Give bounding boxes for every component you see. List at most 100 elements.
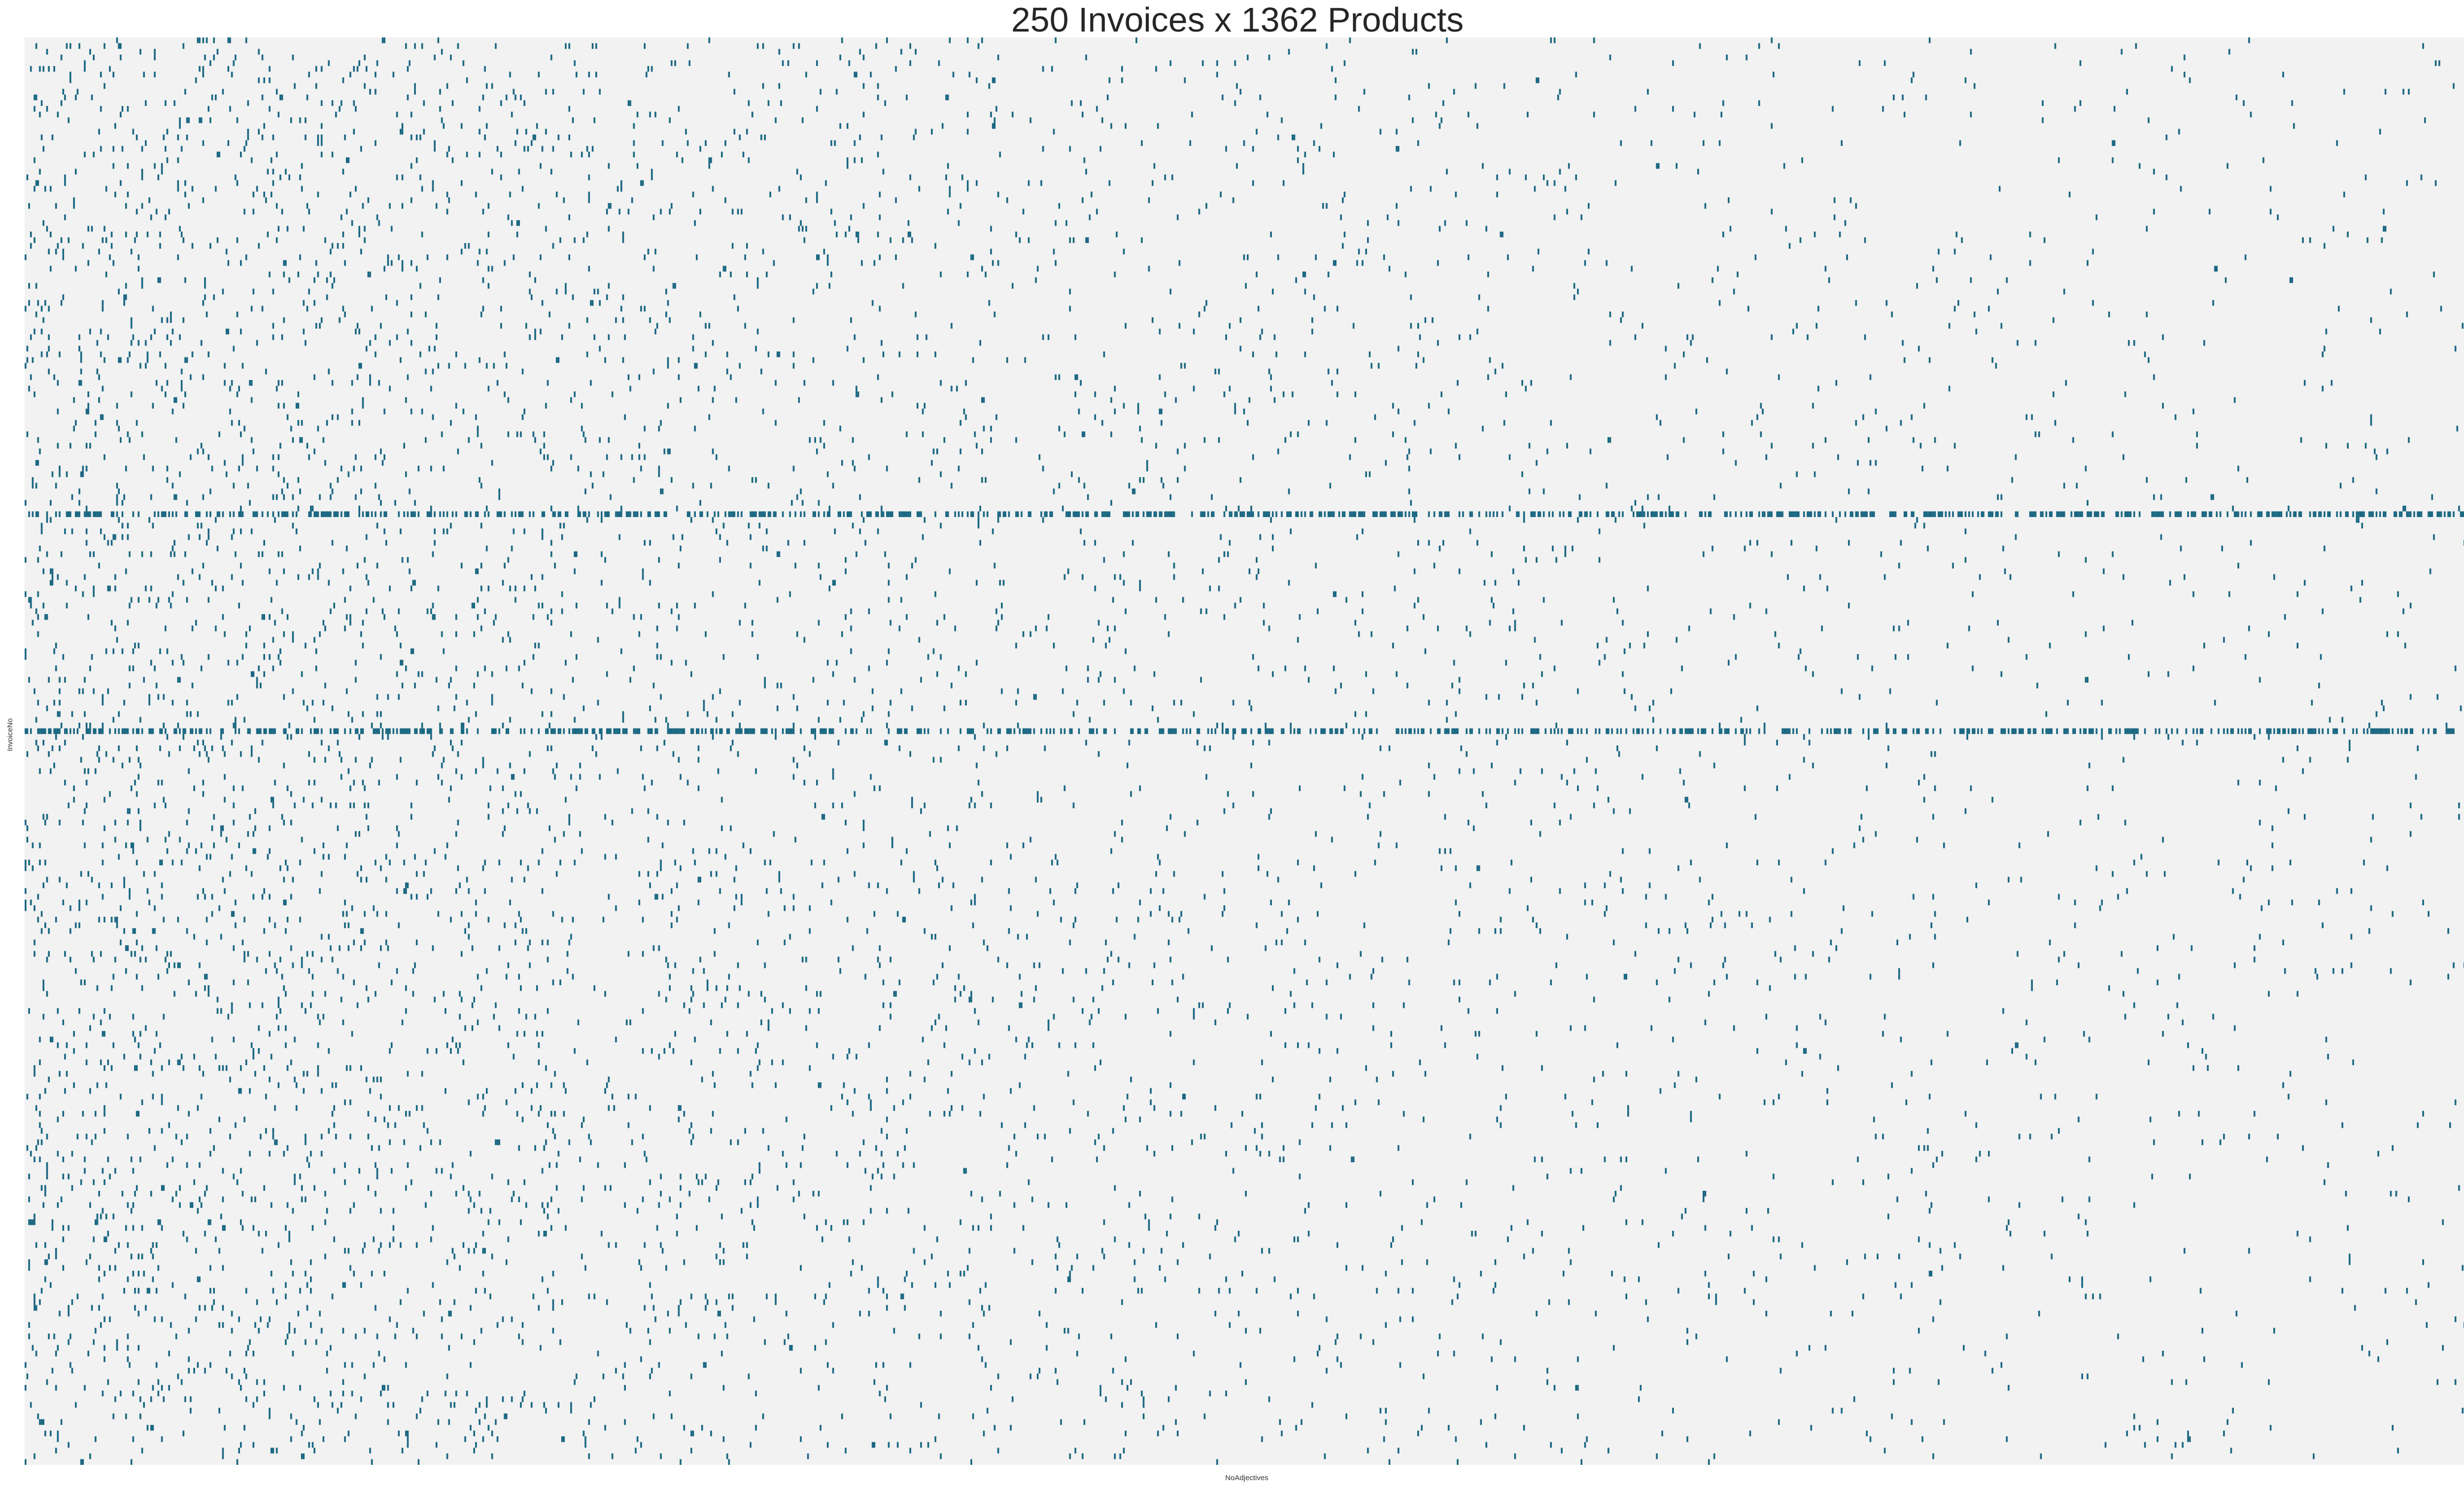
heatmap-cell xyxy=(475,414,477,420)
heatmap-cell xyxy=(1227,728,1229,734)
heatmap-cell xyxy=(716,454,718,460)
heatmap-cell xyxy=(2324,511,2326,518)
heatmap-cell xyxy=(983,511,985,518)
heatmap-cell xyxy=(590,471,592,477)
heatmap-cell xyxy=(398,511,400,518)
heatmap-cell xyxy=(1778,374,1780,381)
heatmap-cell xyxy=(1559,89,1561,95)
heatmap-cell xyxy=(84,511,86,518)
heatmap-cell xyxy=(277,471,280,477)
heatmap-cell xyxy=(886,723,888,728)
heatmap-cell xyxy=(1159,728,1161,734)
heatmap-cell xyxy=(209,117,211,123)
heatmap-cell xyxy=(990,437,992,443)
heatmap-cell xyxy=(635,511,637,518)
heatmap-cell xyxy=(460,774,463,780)
heatmap-cell xyxy=(579,511,581,518)
heatmap-cell xyxy=(538,203,540,209)
heatmap-cell xyxy=(256,682,258,689)
heatmap-cell xyxy=(604,814,606,820)
heatmap-cell xyxy=(1130,791,1132,797)
heatmap-cell xyxy=(1514,625,1516,631)
heatmap-cell xyxy=(620,306,622,312)
heatmap-cell xyxy=(28,511,30,518)
heatmap-cell xyxy=(107,540,109,546)
heatmap-cell xyxy=(529,808,531,814)
heatmap-cell xyxy=(93,586,95,591)
heatmap-cell xyxy=(820,574,821,580)
heatmap-cell xyxy=(441,728,443,734)
heatmap-cell xyxy=(1046,511,1048,518)
heatmap-cell xyxy=(1858,825,1861,832)
heatmap-cell xyxy=(1934,511,1936,518)
heatmap-cell xyxy=(2070,511,2073,518)
heatmap-cell xyxy=(216,545,219,552)
heatmap-cell xyxy=(1496,739,1498,746)
heatmap-cell xyxy=(916,728,919,734)
heatmap-cell xyxy=(2192,665,2194,671)
heatmap-cell xyxy=(337,414,339,420)
heatmap-cell xyxy=(803,540,806,546)
heatmap-cell xyxy=(1503,420,1506,426)
heatmap-cell xyxy=(40,100,43,106)
heatmap-cell xyxy=(1036,266,1039,272)
heatmap-cell xyxy=(1527,111,1529,118)
heatmap-cell xyxy=(235,723,237,728)
heatmap-cell xyxy=(1209,586,1211,591)
heatmap-cell xyxy=(2090,511,2092,518)
heatmap-cell xyxy=(563,831,565,837)
heatmap-cell xyxy=(89,551,91,557)
heatmap-cell xyxy=(888,711,890,717)
heatmap-cell xyxy=(313,449,315,454)
heatmap-cell xyxy=(2386,631,2389,637)
heatmap-cell xyxy=(1327,511,1330,518)
heatmap-cell xyxy=(277,380,280,386)
heatmap-cell xyxy=(2158,728,2160,734)
heatmap-cell xyxy=(227,37,230,43)
heatmap-cell xyxy=(2097,814,2099,820)
heatmap-cell xyxy=(2462,323,2464,329)
heatmap-cell xyxy=(245,254,247,260)
heatmap-cell xyxy=(2449,511,2451,518)
heatmap-cell xyxy=(502,831,504,837)
heatmap-cell xyxy=(2453,511,2455,518)
heatmap-cell xyxy=(1131,540,1134,546)
heatmap-cell xyxy=(100,528,102,534)
heatmap-cell xyxy=(412,580,414,586)
heatmap-cell xyxy=(482,757,484,763)
heatmap-cell xyxy=(541,534,544,540)
heatmap-cell xyxy=(2347,231,2349,238)
heatmap-cell xyxy=(1701,511,1703,518)
heatmap-cell xyxy=(432,602,434,609)
heatmap-cell xyxy=(171,659,174,666)
heatmap-cell xyxy=(1345,597,1347,603)
heatmap-cell xyxy=(322,699,325,706)
heatmap-cell xyxy=(2402,608,2404,614)
heatmap-cell xyxy=(1869,511,1872,518)
heatmap-cell xyxy=(179,677,181,683)
heatmap-cell xyxy=(873,785,876,792)
heatmap-cell xyxy=(530,294,533,300)
heatmap-cell xyxy=(195,511,197,518)
heatmap-cell xyxy=(961,174,963,180)
heatmap-cell xyxy=(1894,728,1897,734)
heatmap-cell xyxy=(1207,728,1209,734)
heatmap-cell xyxy=(1514,779,1516,786)
heatmap-cell xyxy=(915,129,917,135)
heatmap-cell xyxy=(660,860,662,866)
heatmap-cell xyxy=(121,500,124,506)
heatmap-cell xyxy=(40,522,43,529)
heatmap-cell xyxy=(426,511,429,518)
heatmap-cell xyxy=(139,717,141,723)
heatmap-cell xyxy=(2298,728,2300,734)
heatmap-cell xyxy=(1197,728,1198,734)
heatmap-cell xyxy=(1638,511,1640,518)
heatmap-cell xyxy=(1379,831,1382,837)
heatmap-cell xyxy=(1607,511,1609,518)
heatmap-cell xyxy=(349,71,351,78)
heatmap-cell xyxy=(401,174,404,180)
heatmap-cell xyxy=(1271,534,1274,540)
heatmap-cell xyxy=(649,540,651,546)
heatmap-cell xyxy=(96,368,99,375)
heatmap-cell xyxy=(555,357,558,363)
